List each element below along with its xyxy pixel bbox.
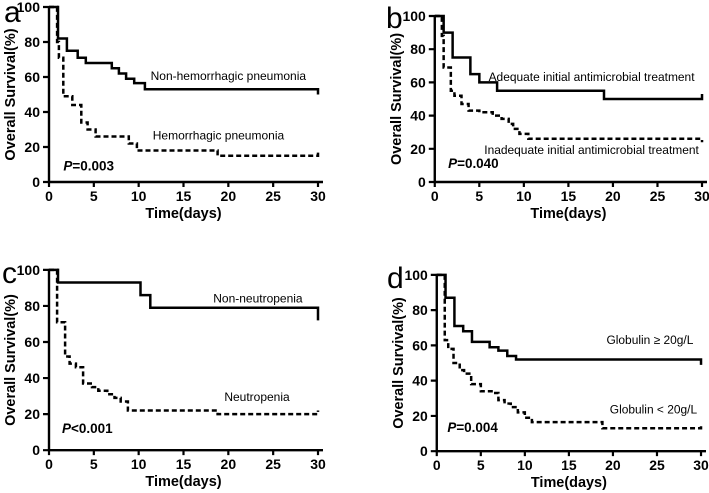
y-tick-label: 60 [24, 334, 40, 350]
x-tick-label: 10 [516, 188, 532, 204]
panel-d-survival-chart: 0 20 40 60 80 100 0 5 10 15 20 25 30 Time(days) Overal… [391, 267, 709, 491]
y-tick-label: 100 [405, 267, 429, 283]
x-tick-label: 15 [176, 456, 192, 472]
y-tick-label: 80 [410, 41, 426, 57]
survival-curve-solid [434, 14, 704, 101]
curve-label: Inadequate initial antimicrobial treatme… [484, 143, 699, 157]
x-tick-label: 5 [90, 188, 98, 204]
survival-curve-solid [49, 5, 320, 95]
y-tick-label: 20 [24, 139, 40, 155]
panel-c: c 0 20 40 60 80 100 0 5 10 15 20 25 30 Time(days) Over… [0, 247, 355, 493]
y-tick-label: 40 [410, 108, 426, 124]
y-tick-label: 100 [17, 0, 41, 15]
y-tick-label: 0 [32, 442, 40, 458]
y-axis-title: Overall Survival(%) [391, 297, 407, 429]
survival-curve-dashed [49, 268, 320, 416]
y-tick-label: 60 [24, 69, 40, 85]
axes [47, 6, 323, 184]
x-tick-label: 30 [694, 188, 709, 204]
panel-d: d 0 20 40 60 80 100 0 5 10 15 20 25 30 Time(days) Over… [355, 247, 709, 493]
axis-ticks [430, 273, 703, 457]
x-tick-label: 10 [131, 188, 147, 204]
p-value-label: P<0.001 [62, 421, 113, 436]
curve-label: Globulin < 20g/L [610, 402, 698, 416]
y-tick-label: 20 [412, 408, 428, 424]
panel-label-c: c [2, 257, 17, 290]
x-tick-label: 20 [605, 457, 621, 473]
curve-label: Hemorrhagic pneumonia [153, 129, 285, 143]
x-axis-title: Time(days) [145, 474, 221, 490]
y-tick-label: 80 [24, 298, 40, 314]
y-tick-label: 40 [24, 370, 40, 386]
x-tick-label: 5 [90, 456, 98, 472]
panel-a: a 0 20 40 60 80 100 0 5 10 15 20 25 30 Time(days) Over… [0, 0, 355, 247]
axis-ticks [428, 14, 704, 187]
y-tick-label: 60 [410, 74, 426, 90]
x-axis-title: Time(days) [145, 206, 221, 222]
x-tick-label: 30 [310, 456, 326, 472]
y-tick-label: 40 [24, 104, 40, 120]
y-tick-label: 0 [420, 443, 428, 459]
survival-curve-dashed [434, 14, 704, 143]
p-value-label: P=0.003 [63, 158, 114, 173]
x-tick-label: 20 [221, 456, 237, 472]
x-tick-label: 30 [693, 457, 709, 473]
y-tick-label: 100 [17, 262, 41, 278]
y-tick-label: 20 [24, 406, 40, 422]
y-tick-label: 80 [24, 34, 40, 50]
x-tick-label: 5 [477, 457, 485, 473]
axis-ticks [43, 5, 320, 187]
panel-c-survival-chart: 0 20 40 60 80 100 0 5 10 15 20 25 30 Time(days) Overal… [3, 262, 326, 490]
curve-label: Non-neutropenia [213, 292, 303, 306]
y-axis-title: Overall Survival(%) [3, 28, 19, 160]
x-tick-label: 0 [45, 456, 53, 472]
x-tick-label: 20 [605, 188, 621, 204]
curve-label: Neutropenia [224, 390, 290, 404]
panel-b-survival-chart: 0 20 40 60 80 100 0 5 10 15 20 25 30 Time(days) Overal… [389, 8, 709, 222]
y-tick-label: 80 [412, 302, 428, 318]
panel-label-b: b [386, 2, 403, 35]
panel-label-d: d [387, 262, 404, 295]
panel-b: b 0 20 40 60 80 100 0 5 10 15 20 25 30 Time(days) Over… [355, 0, 709, 247]
x-tick-label: 0 [433, 457, 441, 473]
x-tick-label: 15 [176, 188, 192, 204]
y-tick-label: 100 [403, 8, 427, 24]
x-tick-label: 5 [475, 188, 483, 204]
y-axis-title: Overall Survival(%) [3, 294, 19, 426]
curve-label: Non-hemorrhagic pneumonia [151, 69, 307, 83]
y-tick-label: 0 [32, 174, 40, 190]
survival-curve-dashed [49, 5, 320, 158]
x-tick-label: 25 [649, 457, 665, 473]
x-axis-title: Time(days) [531, 475, 607, 491]
x-tick-label: 10 [517, 457, 533, 473]
x-tick-label: 10 [131, 456, 147, 472]
axis-ticks [43, 268, 320, 456]
curve-label: Globulin ≥ 20g/L [606, 333, 693, 347]
x-tick-label: 20 [221, 188, 237, 204]
survival-curve-solid [436, 273, 703, 365]
x-tick-label: 15 [561, 188, 577, 204]
y-tick-label: 40 [412, 373, 428, 389]
y-tick-label: 20 [410, 141, 426, 157]
x-tick-label: 30 [310, 188, 326, 204]
p-value-label: P=0.040 [448, 156, 498, 171]
panel-a-survival-chart: 0 20 40 60 80 100 0 5 10 15 20 25 30 Time(days) Overal… [3, 0, 326, 222]
y-tick-label: 0 [418, 174, 426, 190]
x-tick-label: 25 [650, 188, 666, 204]
panel-label-a: a [4, 0, 21, 29]
x-tick-label: 0 [45, 188, 53, 204]
x-axis-title: Time(days) [530, 206, 606, 222]
y-tick-label: 60 [412, 337, 428, 353]
x-tick-label: 15 [561, 457, 577, 473]
x-tick-label: 0 [431, 188, 439, 204]
survival-curve-dashed [436, 273, 703, 430]
x-tick-label: 25 [265, 188, 281, 204]
p-value-label: P=0.004 [447, 420, 498, 435]
x-tick-label: 25 [265, 456, 281, 472]
curve-label: Adequate initial antimicrobial treatment [489, 70, 696, 84]
y-axis-title: Overall Survival(%) [389, 33, 405, 165]
